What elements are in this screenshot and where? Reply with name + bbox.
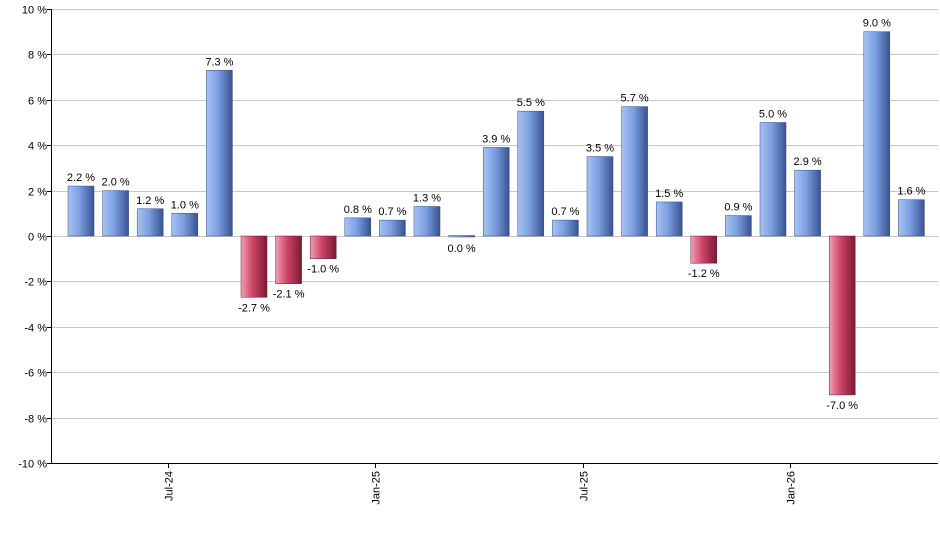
bar [344,217,372,237]
data-label: -2.1 % [273,289,305,301]
bar [482,147,510,237]
bar [586,156,614,237]
y-tick-label: 10 % [22,5,47,17]
bar [171,213,199,237]
bar [448,235,475,238]
bar [725,215,752,237]
y-tick-label: 2 % [28,187,47,199]
data-label: 1.3 % [413,192,441,204]
data-label: 5.7 % [621,93,649,105]
y-tick-label: -10 % [18,459,47,471]
bar [240,235,268,298]
data-label: 5.0 % [759,109,787,121]
bar [794,169,821,237]
data-label: 2.0 % [102,177,130,189]
bar [863,31,891,237]
bar [517,110,545,237]
data-label: 3.5 % [586,143,614,155]
bars [67,31,925,396]
data-label: 2.9 % [794,156,822,168]
data-label: 3.9 % [482,133,510,145]
axes: -10 % -8 % -6 % -4 % -2 % 0 % 2 % 4 % 6 % 8 % 10 %… [18,5,938,505]
y-tick-label: 4 % [28,141,47,153]
y-tick-label: -4 % [24,323,47,335]
data-label: 2.2 % [67,172,95,184]
x-tick-label: Jul-24 [164,471,176,501]
y-tick-label: -6 % [24,368,47,380]
bar [136,208,164,237]
data-label: 7.3 % [205,56,233,68]
bar [759,122,787,237]
data-label: 1.6 % [897,186,925,198]
data-label: 0.7 % [551,206,579,218]
bar [379,219,406,237]
bar [102,190,129,237]
bar [552,219,579,237]
bar [621,106,648,237]
data-label: 1.2 % [136,195,164,207]
y-tick-label: 8 % [28,50,47,62]
data-label: 1.5 % [655,188,683,200]
data-label: -7.0 % [826,400,858,412]
bar [898,199,925,237]
bar [413,206,441,237]
data-label: -1.2 % [688,268,720,280]
data-label: -1.0 % [307,264,339,276]
bar [309,235,337,259]
x-tick-label: Jul-25 [579,471,591,501]
data-label: 0.8 % [344,204,372,216]
data-label: -2.7 % [238,302,270,314]
y-tick-label: 6 % [28,96,47,108]
y-tick-label: -8 % [24,414,47,426]
bar [206,70,233,237]
data-label: 9.0 % [863,18,891,30]
x-tick-label: Jan-25 [371,471,383,505]
y-tick-label: 0 % [28,232,47,244]
bar [690,235,718,264]
bar [275,235,302,284]
bar [828,235,856,396]
y-tick-label: -2 % [24,277,47,289]
data-label: 5.5 % [517,97,545,109]
bar [655,201,683,237]
grid-lines [51,9,938,464]
x-tick-label: Jan-26 [786,471,798,505]
data-label: 0.0 % [448,243,476,255]
data-label: 0.9 % [724,202,752,214]
data-label: 1.0 % [171,199,199,211]
data-labels: 2.2 % 2.0 % 1.2 % 1.0 % 7.3 % -2.7 %-2.1 % -1.… [67,18,926,412]
bar [67,185,95,237]
data-label: 0.7 % [378,206,406,218]
